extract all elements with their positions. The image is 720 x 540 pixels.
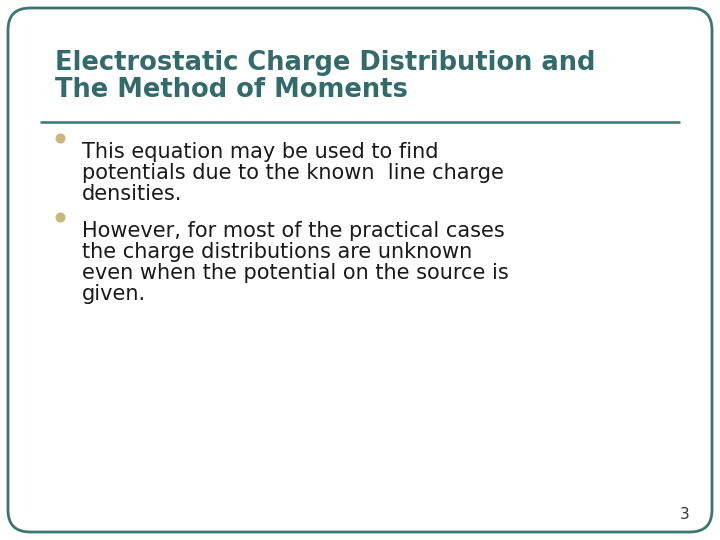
Text: even when the potential on the source is: even when the potential on the source is: [82, 263, 509, 283]
FancyBboxPatch shape: [8, 8, 712, 532]
Text: the charge distributions are unknown: the charge distributions are unknown: [82, 242, 472, 262]
Point: [54, 213, 66, 221]
Text: densities.: densities.: [82, 184, 182, 204]
Text: Electrostatic Charge Distribution and: Electrostatic Charge Distribution and: [55, 50, 595, 76]
Text: The Method of Moments: The Method of Moments: [55, 77, 408, 103]
Text: However, for most of the practical cases: However, for most of the practical cases: [82, 221, 505, 241]
Text: This equation may be used to find: This equation may be used to find: [82, 142, 438, 162]
Point: [54, 134, 66, 143]
Text: 3: 3: [680, 507, 690, 522]
Text: potentials due to the known  line charge: potentials due to the known line charge: [82, 163, 504, 183]
Text: given.: given.: [82, 284, 146, 304]
